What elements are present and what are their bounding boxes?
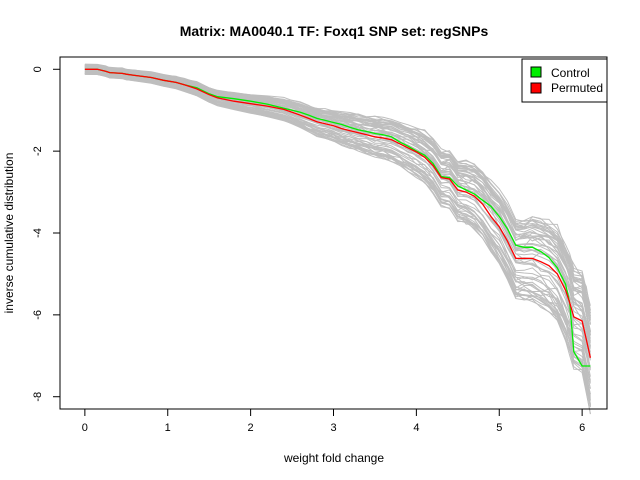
permutation-lines xyxy=(84,63,591,415)
permutation-line xyxy=(84,73,591,415)
permutation-line xyxy=(84,68,591,353)
legend-key-permuted xyxy=(530,82,542,94)
permutation-line xyxy=(84,66,591,333)
x-tick-label: 0 xyxy=(82,422,88,434)
legend-key-control xyxy=(530,66,542,78)
permutation-line xyxy=(84,72,591,405)
permutation-line xyxy=(84,64,591,321)
x-tick-label: 3 xyxy=(330,422,336,434)
legend: Control Permuted xyxy=(521,58,608,103)
y-tick-label: 0 xyxy=(32,66,44,72)
legend-label-permuted: Permuted xyxy=(551,81,603,95)
permutation-line xyxy=(84,71,591,389)
permutation-line xyxy=(84,68,591,360)
series-line-permuted xyxy=(84,68,592,358)
permutation-line xyxy=(84,65,591,321)
y-tick-label: -8 xyxy=(32,392,44,402)
x-axis-label: weight fold change xyxy=(283,451,384,465)
y-axis: 0 -2 -4 -6 -8 xyxy=(32,66,61,402)
x-tick-label: 5 xyxy=(496,422,502,434)
permutation-line xyxy=(84,67,591,342)
y-axis-label: inverse cumulative distribution xyxy=(2,153,16,314)
permutation-line xyxy=(84,67,591,343)
x-tick-label: 4 xyxy=(413,422,419,434)
y-tick-label: -4 xyxy=(32,228,44,238)
permutation-line xyxy=(84,73,591,414)
permutation-line xyxy=(84,64,591,314)
y-tick-label: -6 xyxy=(32,310,44,320)
y-tick-label: -2 xyxy=(32,146,44,156)
permutation-line xyxy=(84,64,591,314)
permutation-line xyxy=(84,67,591,349)
permutation-line xyxy=(84,66,591,333)
x-tick-label: 6 xyxy=(579,422,585,434)
permutation-line xyxy=(84,66,591,339)
permutation-line xyxy=(84,70,591,377)
legend-label-control: Control xyxy=(551,66,590,80)
x-tick-label: 2 xyxy=(248,422,254,434)
permutation-line xyxy=(84,67,591,347)
x-tick-label: 1 xyxy=(165,422,171,434)
series-lines xyxy=(84,68,592,367)
legend-box xyxy=(521,58,608,103)
chart-title: Matrix: MA0040.1 TF: Foxq1 SNP set: regS… xyxy=(180,23,489,39)
permutation-line xyxy=(84,67,591,347)
x-axis: 0 1 2 3 4 5 6 xyxy=(82,408,585,434)
